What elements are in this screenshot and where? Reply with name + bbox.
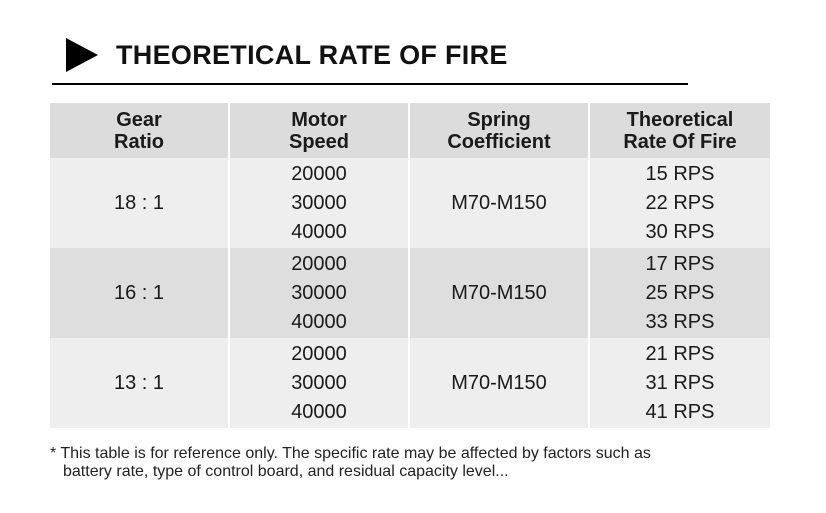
rate-value: 25 RPS	[645, 281, 715, 304]
rate-value: 41 RPS	[645, 400, 715, 423]
motor-speed-value: 30000	[291, 191, 347, 214]
spring-coefficient-cell: M70-M150	[408, 338, 589, 428]
motor-speed-value: 40000	[291, 400, 347, 423]
header-spring-coefficient: Spring Coefficient	[408, 103, 589, 158]
motor-speed-cell: 20000 30000 40000	[228, 248, 409, 338]
triangle-right-icon	[66, 38, 98, 72]
motor-speed-cell: 20000 30000 40000	[228, 158, 409, 248]
rate-value: 17 RPS	[645, 252, 715, 275]
rate-of-fire-cell: 17 RPS 25 RPS 33 RPS	[588, 248, 770, 338]
spring-coefficient-cell: M70-M150	[408, 248, 589, 338]
motor-speed-value: 30000	[291, 281, 347, 304]
gear-ratio-cell: 18 : 1	[50, 158, 229, 248]
title-divider	[52, 83, 688, 85]
title-block: THEORETICAL RATE OF FIRE	[52, 30, 688, 86]
table-row: 18 : 1 20000 30000 40000 M70-M150 15 RPS…	[50, 158, 770, 248]
rate-of-fire-cell: 15 RPS 22 RPS 30 RPS	[588, 158, 770, 248]
gear-ratio-cell: 13 : 1	[50, 338, 229, 428]
table-header-row: Gear Ratio Motor Speed Spring Coefficien…	[50, 103, 770, 158]
table-row: 13 : 1 20000 30000 40000 M70-M150 21 RPS…	[50, 338, 770, 428]
rate-value: 22 RPS	[645, 191, 715, 214]
motor-speed-value: 40000	[291, 220, 347, 243]
rate-value: 21 RPS	[645, 342, 715, 365]
rate-of-fire-table: Gear Ratio Motor Speed Spring Coefficien…	[50, 103, 770, 428]
footnote: * This table is for reference only. The …	[50, 445, 790, 481]
motor-speed-cell: 20000 30000 40000	[228, 338, 409, 428]
header-motor-speed: Motor Speed	[228, 103, 409, 158]
spring-coefficient-cell: M70-M150	[408, 158, 589, 248]
rate-value: 31 RPS	[645, 371, 715, 394]
motor-speed-value: 30000	[291, 371, 347, 394]
rate-of-fire-cell: 21 RPS 31 RPS 41 RPS	[588, 338, 770, 428]
footnote-line-1: * This table is for reference only. The …	[50, 445, 651, 462]
gear-ratio-cell: 16 : 1	[50, 248, 229, 338]
table-row: 16 : 1 20000 30000 40000 M70-M150 17 RPS…	[50, 248, 770, 338]
header-gear-ratio: Gear Ratio	[50, 103, 229, 158]
rate-value: 30 RPS	[645, 220, 715, 243]
header-theoretical-rate: Theoretical Rate Of Fire	[588, 103, 770, 158]
motor-speed-value: 20000	[291, 162, 347, 185]
page-title: THEORETICAL RATE OF FIRE	[116, 40, 508, 70]
motor-speed-value: 20000	[291, 342, 347, 365]
motor-speed-value: 20000	[291, 252, 347, 275]
rate-value: 15 RPS	[645, 162, 715, 185]
rate-value: 33 RPS	[645, 310, 715, 333]
footnote-line-2: battery rate, type of control board, and…	[63, 463, 509, 480]
motor-speed-value: 40000	[291, 310, 347, 333]
